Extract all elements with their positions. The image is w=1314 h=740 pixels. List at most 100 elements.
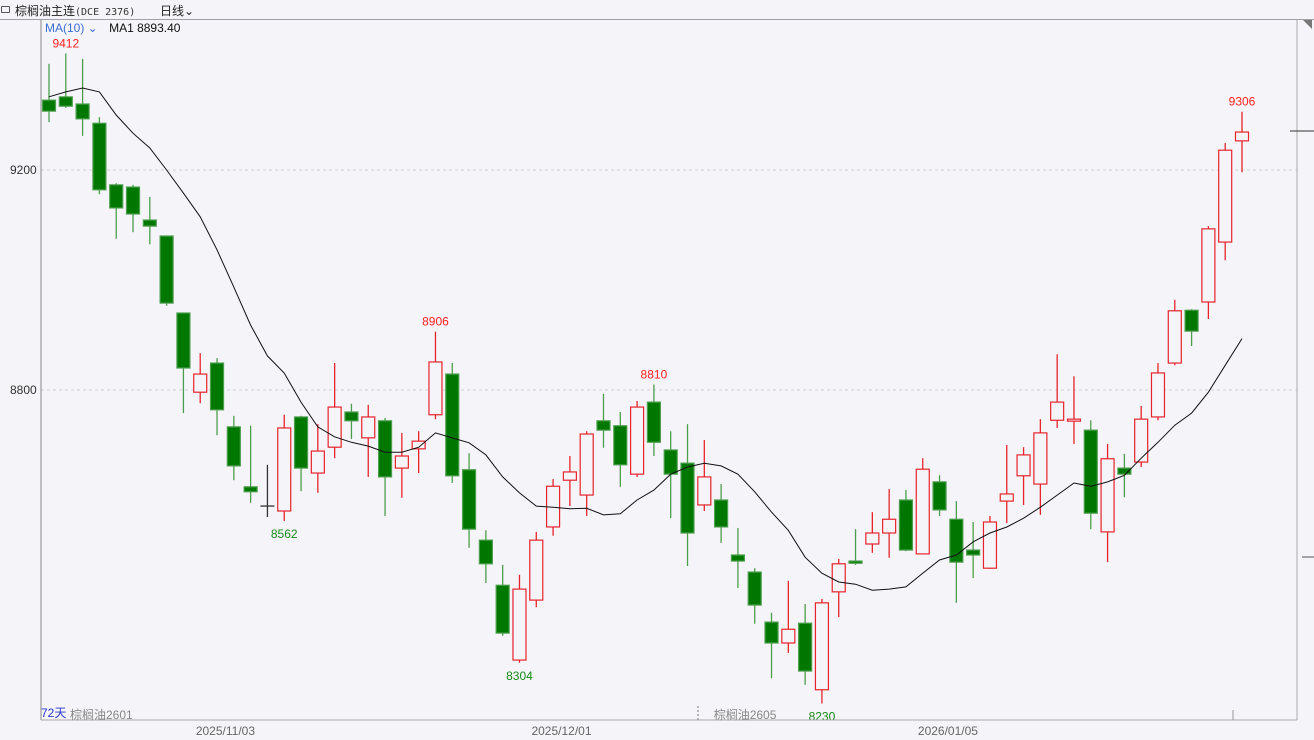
candle[interactable]	[898, 490, 914, 552]
candle[interactable]	[428, 331, 443, 420]
candle-body	[159, 235, 174, 304]
candle-body	[495, 584, 510, 634]
candle[interactable]	[949, 501, 964, 603]
candle-body	[344, 411, 359, 422]
candle-body	[613, 425, 628, 466]
candle-body	[209, 362, 225, 411]
candle[interactable]	[478, 530, 493, 584]
candle[interactable]	[1134, 405, 1149, 467]
candle[interactable]	[41, 63, 57, 123]
chevron-down-icon: ⌄	[84, 21, 98, 35]
candle[interactable]	[344, 403, 359, 439]
candle[interactable]	[1100, 443, 1115, 563]
candle[interactable]	[1050, 354, 1065, 428]
candle[interactable]	[714, 484, 729, 543]
candle[interactable]	[411, 431, 426, 474]
candle[interactable]	[966, 522, 981, 579]
candle[interactable]	[1201, 226, 1216, 320]
candle[interactable]	[915, 458, 930, 555]
corner-triangle-icon[interactable]	[1303, 20, 1312, 29]
candle[interactable]	[848, 529, 863, 565]
candle-body	[461, 469, 477, 530]
candle[interactable]	[680, 424, 695, 566]
candle[interactable]	[730, 528, 746, 588]
candle[interactable]	[193, 353, 208, 404]
candle[interactable]	[75, 58, 90, 136]
candle[interactable]	[747, 568, 762, 624]
candle[interactable]	[92, 117, 107, 195]
candle-body	[596, 420, 611, 431]
candle[interactable]	[629, 401, 645, 477]
candle[interactable]	[882, 489, 897, 558]
candle[interactable]	[495, 564, 510, 636]
candle[interactable]	[1083, 420, 1098, 530]
candle[interactable]	[176, 312, 191, 414]
candle[interactable]	[1033, 419, 1048, 515]
candle[interactable]	[999, 445, 1014, 524]
candle[interactable]	[1234, 111, 1250, 173]
candle[interactable]	[613, 412, 628, 487]
candle[interactable]	[932, 475, 947, 516]
candle[interactable]	[159, 235, 174, 306]
candle[interactable]	[142, 196, 157, 245]
candle[interactable]	[461, 453, 477, 548]
candle[interactable]	[445, 363, 460, 483]
period-selector[interactable]: 日线⌄	[160, 2, 194, 19]
candle[interactable]	[125, 184, 141, 233]
candle[interactable]	[260, 464, 275, 518]
instrument-name: 棕榈油主连	[15, 4, 76, 18]
ma10-line	[48, 87, 1243, 591]
candle-body	[1234, 131, 1250, 142]
candle-body	[562, 471, 577, 481]
candle-body	[680, 462, 695, 534]
candle[interactable]	[377, 418, 393, 516]
indicator-selector[interactable]: MA(10) ⌄	[45, 21, 98, 35]
candle[interactable]	[982, 515, 998, 569]
instrument-title[interactable]: 棕榈油主连(DCE 2376)	[15, 2, 135, 19]
candle[interactable]	[58, 53, 73, 108]
candle[interactable]	[764, 612, 779, 679]
candle[interactable]	[310, 424, 325, 493]
candle[interactable]	[562, 456, 577, 507]
candle-body	[327, 406, 342, 448]
candle-body	[747, 571, 762, 606]
candle-body	[394, 455, 409, 469]
candle[interactable]	[1218, 143, 1233, 261]
candle[interactable]	[1167, 299, 1182, 366]
candle[interactable]	[209, 358, 225, 436]
candle-body	[882, 518, 897, 534]
link-icon[interactable]	[1, 6, 10, 13]
candle[interactable]	[865, 512, 880, 553]
candle[interactable]	[1066, 376, 1082, 444]
candle[interactable]	[226, 415, 241, 481]
candle-body	[646, 401, 662, 443]
candle[interactable]	[781, 580, 796, 653]
candle[interactable]	[394, 432, 409, 498]
candle[interactable]	[1184, 309, 1199, 346]
candle[interactable]	[697, 440, 712, 511]
candle[interactable]	[109, 183, 124, 239]
candle[interactable]	[579, 431, 594, 516]
candle[interactable]	[798, 603, 813, 685]
candle[interactable]	[327, 363, 342, 459]
candle-body	[277, 427, 292, 512]
candle[interactable]	[361, 404, 376, 477]
indicator-bar: MA(10) ⌄ MA1 8893.40	[45, 21, 180, 35]
y-tick-label: 8800	[10, 383, 37, 397]
candle[interactable]	[1016, 447, 1031, 505]
candle[interactable]	[646, 384, 662, 457]
candle-body	[512, 588, 527, 661]
candle[interactable]	[596, 393, 611, 448]
candle[interactable]	[277, 414, 292, 521]
candle[interactable]	[243, 425, 258, 503]
candle[interactable]	[1150, 363, 1166, 421]
candle[interactable]	[293, 415, 309, 492]
candle-body	[865, 532, 880, 545]
candle[interactable]	[831, 558, 846, 618]
candle[interactable]	[814, 599, 830, 704]
low-price-label: 8304	[506, 669, 533, 683]
candle[interactable]	[529, 531, 544, 608]
candle-body	[142, 219, 157, 227]
candle[interactable]	[512, 574, 527, 663]
